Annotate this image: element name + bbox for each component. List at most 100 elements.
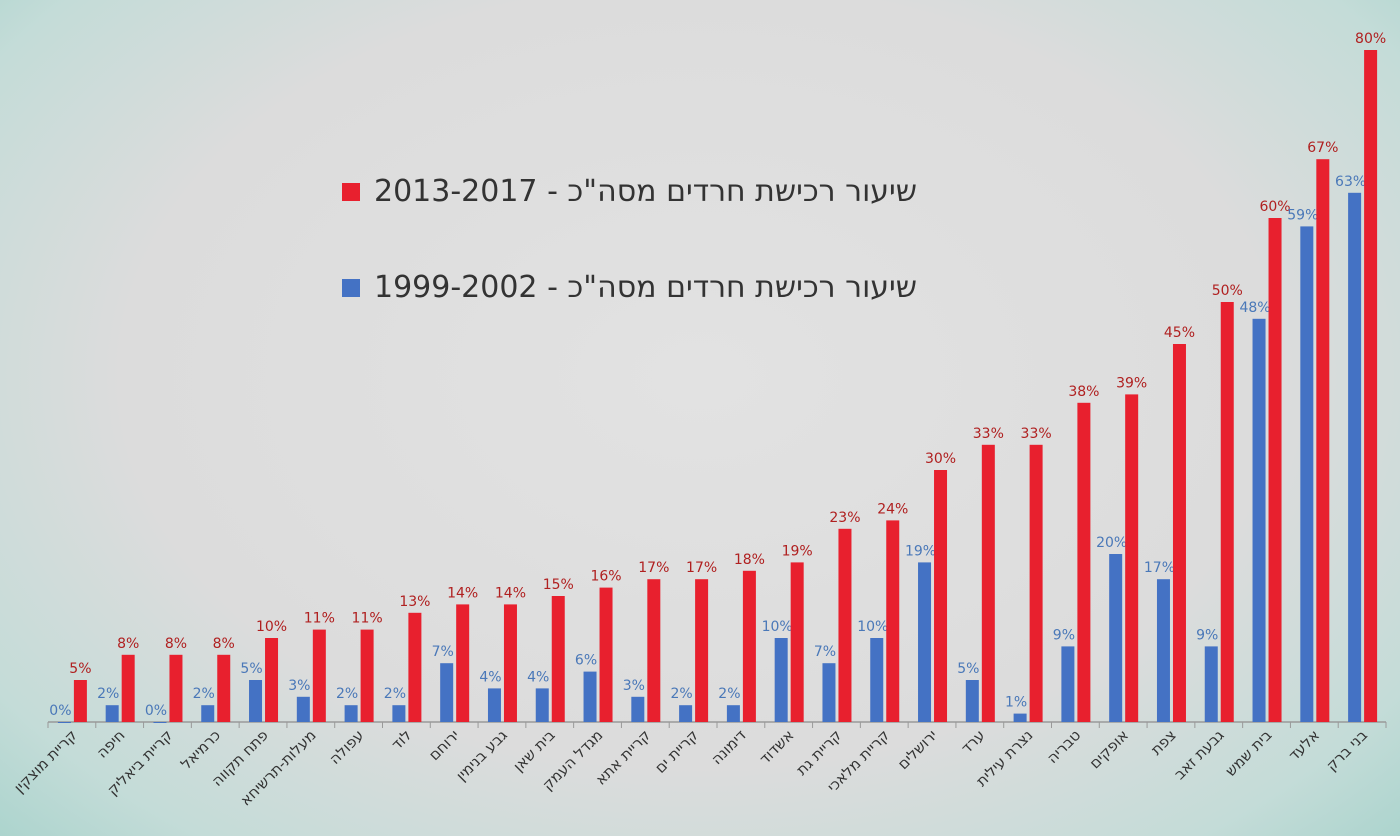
bar-2013-2017 — [169, 654, 183, 722]
bar-1999-2002 — [822, 663, 836, 722]
data-label: 5% — [240, 661, 262, 677]
data-label: 13% — [399, 594, 430, 610]
x-tick-label: קריית ים — [651, 726, 702, 777]
bar-2013-2017 — [121, 654, 135, 722]
bar-1999-2002 — [1156, 579, 1170, 722]
data-label: 48% — [1239, 300, 1270, 316]
legend-swatch-red — [342, 182, 360, 201]
bar-1999-2002 — [1061, 646, 1075, 722]
x-tick-label: טבריה — [1043, 726, 1084, 767]
data-label: 6% — [575, 653, 597, 669]
legend-swatch-blue — [342, 278, 360, 297]
x-tick-label: ירושלים — [894, 726, 941, 773]
data-label: 30% — [925, 451, 956, 467]
data-label: 7% — [432, 644, 454, 660]
data-label: 23% — [829, 510, 860, 526]
bar-2013-2017 — [790, 562, 804, 722]
data-label: 59% — [1287, 207, 1318, 223]
bar-2013-2017 — [73, 680, 87, 722]
bar-1999-2002 — [1013, 713, 1027, 722]
data-label: 17% — [686, 560, 717, 576]
data-label: 33% — [1021, 426, 1052, 442]
data-label: 24% — [877, 501, 908, 517]
bar-2013-2017 — [551, 596, 565, 722]
x-tick-label: קריית מוצקין — [10, 726, 81, 797]
data-label: 2% — [670, 686, 692, 702]
bar-1999-2002 — [201, 705, 215, 722]
data-label: 4% — [527, 669, 549, 685]
x-tick-label: ירוחם — [425, 726, 463, 764]
x-tick-label: גבעת זאב — [1170, 726, 1227, 783]
data-label: 45% — [1164, 325, 1195, 341]
bar-2013-2017 — [647, 579, 661, 722]
x-tick-label: גבע בנימין — [452, 726, 510, 784]
bar-2013-2017 — [408, 612, 422, 722]
bar-2013-2017 — [742, 570, 756, 722]
bar-2013-2017 — [886, 520, 900, 722]
x-tick-label: לוד — [388, 726, 415, 753]
bar-2013-2017 — [695, 579, 709, 722]
x-tick-label: אשדוד — [756, 726, 798, 768]
bar-1999-2002 — [726, 705, 740, 722]
bar-1999-2002 — [583, 671, 597, 722]
data-label: 10% — [762, 619, 793, 635]
bar-1999-2002 — [153, 722, 167, 723]
data-label: 2% — [193, 686, 215, 702]
bar-2013-2017 — [312, 629, 326, 722]
data-label: 11% — [304, 611, 335, 627]
bar-2013-2017 — [265, 638, 279, 722]
bar-1999-2002 — [57, 722, 71, 723]
legend-item-1999-2002: שיעור רכישת חרדים מסה"כ - 1999-2002 — [342, 270, 917, 305]
legend-item-2013-2017: שיעור רכישת חרדים מסה"כ - 2013-2017 — [342, 174, 917, 209]
data-label: 20% — [1096, 535, 1127, 551]
data-label: 3% — [288, 678, 310, 694]
data-label: 18% — [734, 552, 765, 568]
data-label: 5% — [69, 661, 91, 677]
bar-1999-2002 — [344, 705, 358, 722]
bar-1999-2002 — [1204, 646, 1218, 722]
data-label: 2% — [384, 686, 406, 702]
legend-label: שיעור רכישת חרדים מסה"כ - 1999-2002 — [374, 270, 917, 305]
bar-1999-2002 — [1348, 192, 1362, 723]
bar-1999-2002 — [918, 562, 932, 722]
data-label: 2% — [336, 686, 358, 702]
bar-1999-2002 — [679, 705, 693, 722]
data-label: 1% — [1005, 695, 1027, 711]
data-label: 14% — [495, 585, 526, 601]
data-label: 2% — [97, 686, 119, 702]
data-label: 17% — [638, 560, 669, 576]
bar-2013-2017 — [934, 470, 948, 722]
data-label: 0% — [49, 703, 71, 719]
data-label: 38% — [1068, 384, 1099, 400]
data-label: 15% — [543, 577, 574, 593]
bar-1999-2002 — [631, 696, 645, 722]
legend-label: שיעור רכישת חרדים מסה"כ - 2013-2017 — [374, 174, 917, 209]
data-label: 17% — [1144, 560, 1175, 576]
bar-1999-2002 — [1109, 554, 1123, 722]
x-tick-label: כרמיאל — [177, 726, 224, 773]
data-label: 10% — [256, 619, 287, 635]
data-label: 4% — [479, 669, 501, 685]
x-tick-label: בית שמש — [1222, 726, 1276, 780]
x-tick-label: חיפה — [93, 726, 129, 762]
bar-2013-2017 — [1125, 394, 1139, 722]
bar-2013-2017 — [838, 528, 852, 722]
data-label: 33% — [973, 426, 1004, 442]
x-tick-label: צפת — [1147, 726, 1180, 759]
bar-2013-2017 — [456, 604, 470, 722]
bar-1999-2002 — [535, 688, 549, 722]
data-label: 8% — [165, 636, 187, 652]
bar-2013-2017 — [1077, 402, 1091, 722]
bar-1999-2002 — [487, 688, 501, 722]
data-label: 50% — [1212, 283, 1243, 299]
x-tick-label: עפולה — [326, 726, 368, 768]
bar-1999-2002 — [965, 680, 979, 722]
bar-1999-2002 — [870, 638, 884, 722]
data-label: 9% — [1196, 627, 1218, 643]
bar-2013-2017 — [1172, 344, 1186, 722]
bar-2013-2017 — [503, 604, 517, 722]
bar-2013-2017 — [981, 444, 995, 722]
bar-2013-2017 — [217, 654, 231, 722]
bar-1999-2002 — [296, 696, 310, 722]
